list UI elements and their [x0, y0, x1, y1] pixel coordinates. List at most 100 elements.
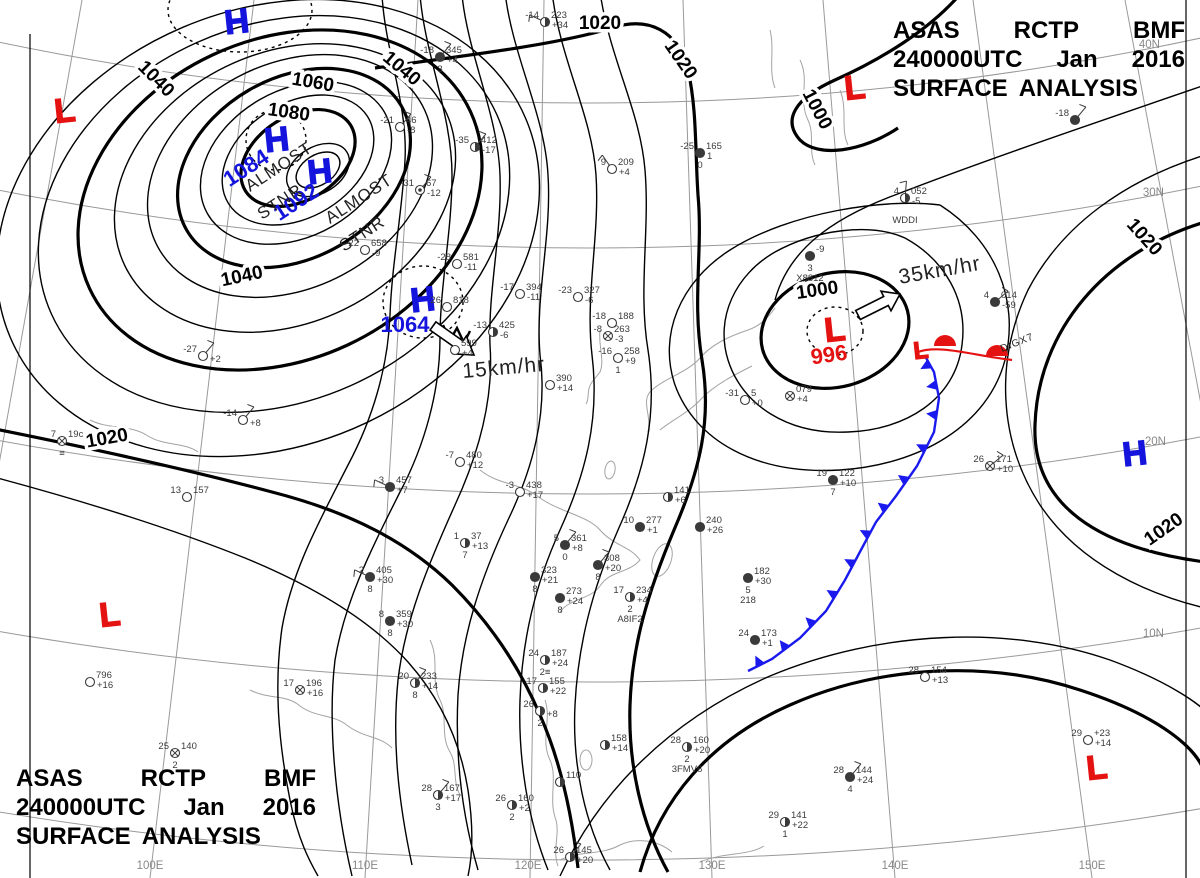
station-weather: 1	[782, 829, 787, 840]
station-temp: -31	[725, 388, 739, 399]
station-pressure: 160	[693, 735, 709, 746]
station-pressure: 5	[751, 388, 756, 399]
station-circle	[827, 474, 839, 486]
station-circle	[454, 456, 466, 468]
station-pressure: 581	[463, 252, 479, 263]
station-pressure: 240	[706, 515, 722, 526]
station-temp: 24	[738, 628, 749, 639]
station-tendency: +22	[550, 686, 566, 697]
station-weather: 8	[412, 690, 417, 701]
station-tendency: +14	[1095, 738, 1111, 749]
station-half-fill	[630, 592, 635, 602]
motion-arrows	[428, 290, 902, 356]
station-plot: 29 141+22 1	[768, 810, 808, 840]
station-circle	[739, 394, 751, 406]
isobar-line	[456, 0, 550, 871]
station-circle	[742, 572, 754, 584]
station-pressure: 412	[481, 135, 497, 146]
station-temp: 3	[379, 475, 384, 486]
station-weather: 3	[807, 263, 812, 274]
title-line: SURFACE ANALYSIS	[893, 74, 1185, 103]
station-tendency: -9	[372, 248, 380, 259]
high-center-symbol: H	[306, 152, 334, 192]
station-temp: 4	[984, 290, 989, 301]
station-circle	[592, 559, 604, 571]
station-plot: -35 412-17	[455, 130, 497, 156]
station-plot: 13 157	[170, 485, 209, 503]
station-id: A8IF2	[617, 614, 642, 625]
station-plot: -8 263-3	[594, 324, 630, 345]
station-circle	[449, 344, 461, 356]
isobar-line	[382, 265, 464, 339]
station-circle	[612, 352, 624, 364]
cold-front-triangle	[926, 410, 938, 420]
station-temp: -7	[446, 450, 454, 461]
wind-barb-tick	[602, 548, 610, 553]
station-circle	[544, 379, 556, 391]
station-tendency: +30	[397, 619, 413, 630]
title-word: ASAS	[16, 765, 83, 792]
coastline	[479, 469, 641, 613]
station-pressure: 223	[551, 10, 567, 21]
station-tendency: +8	[572, 543, 583, 554]
wind-barb-tick	[479, 130, 487, 135]
cold-front-line	[747, 355, 941, 673]
low-center-symbol: L	[912, 337, 929, 365]
isobar-line	[76, 28, 484, 372]
station-temp: -27	[183, 344, 197, 355]
station-plot: 3 457+7	[373, 475, 412, 496]
title-word: SURFACE	[16, 823, 131, 850]
station-temp: -17	[500, 282, 514, 293]
cold-front-triangle	[859, 530, 872, 540]
map-neatlines	[29, 0, 1187, 878]
station-tendency: +8	[250, 418, 261, 429]
station-half-fill	[570, 852, 575, 862]
wind-barb-tick	[574, 840, 582, 845]
station-temp: 26	[430, 295, 441, 306]
station-pressure: 390	[556, 373, 572, 384]
isobar-value-label: 1040	[219, 262, 265, 291]
title-word: Jan	[183, 794, 225, 821]
station-half-fill	[668, 492, 673, 502]
station-pressure: 19c	[68, 429, 84, 440]
station-temp: 4	[894, 186, 899, 197]
station-cross	[786, 392, 794, 400]
station-tendency: +1	[647, 525, 658, 536]
station-temp: 7	[51, 429, 56, 440]
station-tendency: +17	[445, 793, 461, 804]
station-temp: -13	[473, 320, 487, 331]
station-temp: 2	[359, 565, 364, 576]
station-cross	[296, 686, 304, 694]
station-plot: -31 67-12	[400, 173, 441, 199]
wind-barb-tick	[854, 760, 862, 765]
station-pressure: +23	[1094, 728, 1110, 739]
longitude-label: 130E	[699, 860, 726, 872]
station-circle	[606, 317, 618, 329]
station-tendency: +20	[605, 563, 621, 574]
station-temp: -21	[380, 115, 394, 126]
longitude-label: 150E	[1079, 860, 1106, 872]
station-tendency: +2	[210, 354, 221, 365]
isobar-value-label: 1020	[84, 425, 129, 453]
coastline	[659, 365, 753, 431]
station-plots: -14 223+34-18 345+43-35 412-179 209+4-25 1651…	[51, 10, 1111, 866]
station-temp: -18	[420, 45, 434, 56]
station-pressure: 122	[839, 468, 855, 479]
station-cross	[986, 462, 994, 470]
station-cross	[604, 332, 612, 340]
station-weather: 5	[745, 585, 750, 596]
high-center-symbol: H	[1121, 434, 1149, 474]
station-plot: -23 327-6	[558, 285, 600, 306]
station-pressure: 155	[549, 676, 565, 687]
low-center-symbol: L	[1084, 748, 1109, 788]
wind-barb-tick	[373, 479, 376, 487]
station-temp: 20	[398, 671, 409, 682]
annotation-text: DIGX7	[999, 331, 1036, 354]
station-dot	[418, 188, 422, 192]
station-plot: -27 +2	[183, 339, 221, 365]
station-plot: -14 223+34	[525, 10, 568, 31]
station-plot: 390+14	[544, 373, 573, 394]
